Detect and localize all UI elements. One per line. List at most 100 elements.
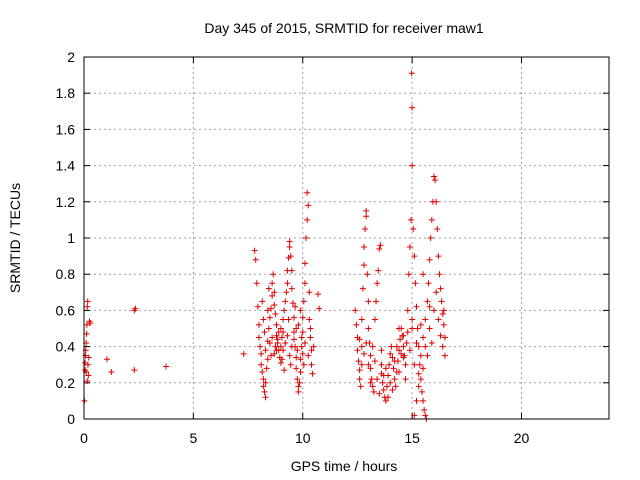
data-point [363, 213, 370, 220]
data-point [441, 352, 448, 359]
data-point [264, 307, 271, 314]
data-point [391, 358, 398, 365]
data-point [385, 394, 392, 401]
chart-title: Day 345 of 2015, SRMTID for receiver maw… [204, 20, 484, 36]
data-point [378, 347, 385, 354]
data-point [361, 350, 367, 357]
data-point [300, 298, 307, 305]
data-point [376, 390, 383, 397]
data-point [308, 347, 315, 354]
data-point [291, 329, 297, 336]
data-point [365, 325, 372, 332]
data-point [354, 347, 361, 354]
data-point [356, 376, 363, 383]
data-point [295, 388, 302, 395]
data-point [268, 305, 275, 312]
y-axis-label: SRMTID / TECUs [7, 183, 23, 293]
data-point [315, 291, 322, 298]
data-point [259, 368, 266, 375]
data-point [293, 354, 300, 361]
data-point [365, 361, 372, 368]
data-point [295, 321, 302, 328]
data-point [362, 225, 369, 232]
data-point [310, 343, 317, 350]
data-point [299, 329, 306, 336]
data-point [163, 363, 170, 370]
data-point [363, 339, 370, 346]
grid-lines [84, 57, 609, 419]
data-point [400, 332, 407, 339]
data-point [391, 376, 398, 383]
data-point [376, 245, 383, 252]
x-tick-label: 5 [189, 430, 197, 446]
data-point [261, 329, 268, 336]
data-point [364, 271, 371, 278]
data-point [406, 244, 413, 251]
data-point [409, 325, 416, 332]
y-tick-label: 1 [67, 230, 75, 246]
data-point [404, 329, 411, 336]
data-point [293, 365, 300, 372]
data-point [420, 334, 427, 341]
data-point [273, 332, 280, 339]
data-point [413, 339, 420, 346]
data-point [288, 285, 295, 292]
data-point [263, 365, 270, 372]
data-point [412, 280, 419, 287]
data-point [400, 343, 407, 350]
data-point [270, 271, 277, 278]
data-point [83, 330, 90, 337]
data-point [424, 298, 431, 305]
data-point [431, 173, 437, 180]
data-point [428, 216, 435, 223]
data-point [371, 358, 378, 365]
data-point [256, 334, 262, 341]
y-tick-label: 2 [67, 49, 75, 65]
data-point [259, 298, 266, 305]
data-point [422, 412, 429, 419]
data-point [409, 162, 416, 169]
y-tick-label: 0.8 [56, 266, 76, 282]
data-point [261, 388, 268, 395]
data-point [262, 347, 269, 354]
data-point [305, 202, 312, 209]
data-point [303, 235, 310, 241]
data-point [291, 314, 297, 321]
data-point [361, 244, 367, 251]
data-point [258, 350, 265, 357]
y-tick-label: 1.6 [56, 121, 76, 137]
data-point [272, 343, 279, 350]
data-point [308, 361, 315, 368]
data-point [84, 303, 91, 310]
data-point [277, 343, 284, 350]
data-point [301, 280, 308, 287]
data-point [380, 372, 387, 379]
data-point [415, 370, 422, 377]
data-point [282, 339, 289, 346]
data-point [269, 334, 276, 341]
data-point [286, 352, 293, 359]
data-point [307, 325, 314, 332]
x-tick-label: 0 [80, 430, 88, 446]
data-point [415, 383, 422, 390]
data-point [389, 387, 396, 394]
data-point [367, 379, 374, 386]
data-point [417, 352, 424, 359]
data-point [355, 358, 362, 365]
data-point [288, 267, 295, 274]
data-point [415, 343, 422, 350]
data-point [252, 256, 259, 263]
y-tick-label: 0.4 [56, 339, 76, 355]
data-point [397, 336, 404, 343]
data-point [282, 298, 289, 305]
data-point [441, 334, 448, 341]
data-point [417, 376, 424, 383]
data-point [426, 256, 433, 263]
data-point [292, 303, 299, 310]
data-point [268, 352, 275, 359]
data-point [405, 271, 412, 278]
data-point [359, 285, 366, 292]
data-point [431, 307, 437, 314]
data-point [437, 285, 444, 292]
data-point [379, 379, 386, 386]
